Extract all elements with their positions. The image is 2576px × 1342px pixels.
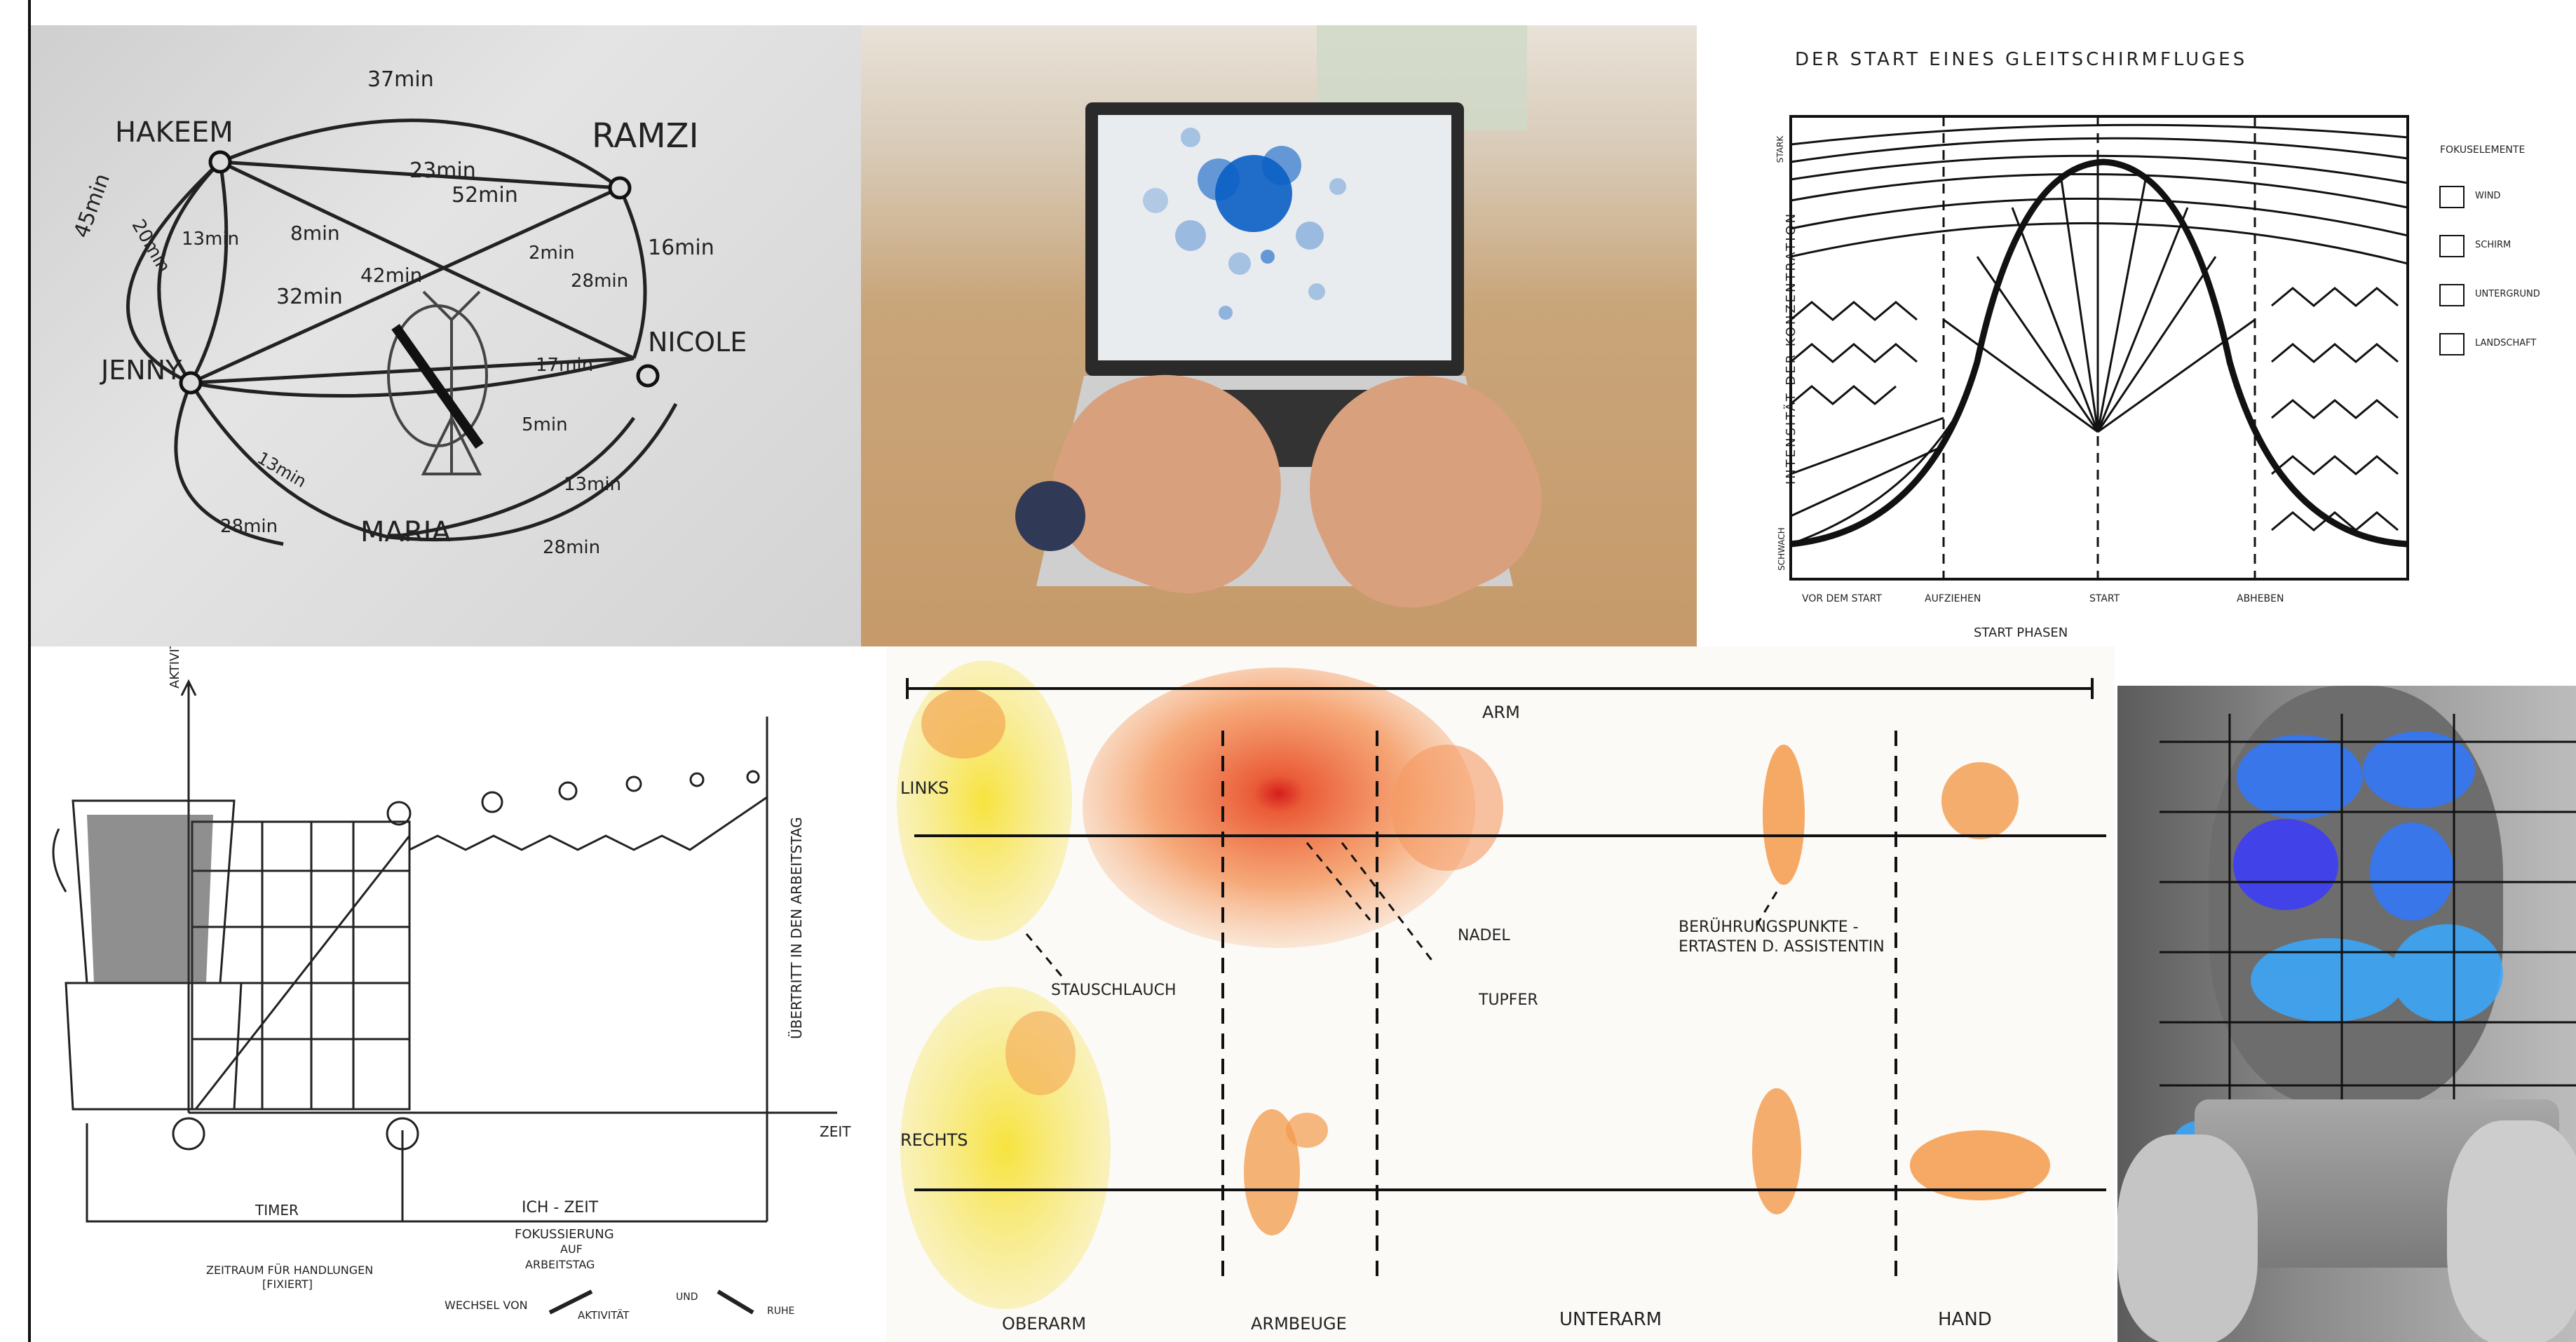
timer-label: TIMER [255, 1202, 299, 1219]
legend-title: FOKUSELEMENTE [2440, 144, 2526, 156]
legend-item: SCHIRM [2475, 240, 2511, 250]
section-label: OBERARM [1002, 1314, 1087, 1334]
top-border [0, 0, 2576, 28]
time-label: 13min [182, 229, 240, 250]
node-maria: MARIA [360, 516, 451, 548]
coffee-sketch-panel: AKTIVITÄT ZEIT ÜBERTRITT IN DEN ARBEITST… [31, 646, 886, 1342]
legend-item: LANDSCHAFT [2475, 338, 2537, 348]
time-label: 23min [409, 158, 476, 183]
wechsel-label: WECHSEL VON [445, 1299, 528, 1312]
section-label: UNTERARM [1559, 1309, 1662, 1330]
wechsel-label: AKTIVITÄT [578, 1309, 630, 1322]
ich-zeit-label: ICH - ZEIT [522, 1199, 599, 1216]
arm-watercolor-panel: ARM LINKS RECHTS STAUSCHLAUCH NADEL TUPF… [886, 646, 2115, 1342]
time-label: 2min [529, 243, 575, 264]
wechsel-label: UND [676, 1292, 698, 1303]
time-label: 32min [276, 285, 343, 309]
phase-label: AUFZIEHEN [1925, 593, 1981, 604]
fokus-label: AUF [560, 1242, 583, 1256]
watch [1015, 481, 1085, 551]
laptop-screen [1085, 102, 1464, 376]
node-ramzi: RAMZI [592, 116, 699, 156]
time-label: 5min [522, 414, 568, 435]
annotation: ERTASTEN D. ASSISTENTIN [1679, 938, 1885, 956]
time-label: 52min [452, 183, 518, 208]
arm-title: ARM [1482, 703, 1520, 722]
network-sketch [126, 118, 678, 546]
annotation: TUPFER [1479, 991, 1538, 1009]
time-label: 42min [360, 264, 423, 287]
time-label: 28min [220, 516, 278, 537]
hand-right [2447, 1120, 2576, 1342]
left-border [0, 0, 31, 1342]
phase-label: ABHEBEN [2237, 593, 2284, 604]
zeitraum-label: [FIXIERT] [262, 1277, 313, 1291]
node-jenny: JENNY [101, 355, 182, 386]
time-label: 28min [543, 537, 601, 558]
node-nicole: NICOLE [648, 327, 747, 358]
phase-label: VOR DEM START [1802, 593, 1882, 604]
paragliding-chart-panel: DER START EINES GLEITSCHIRMFLUGES INTENS… [1697, 25, 2576, 646]
phase-label: START [2089, 593, 2120, 604]
hand-left [2117, 1134, 2258, 1342]
chart-title: DER START EINES GLEITSCHIRMFLUGES [1795, 49, 2248, 70]
row-label: RECHTS [900, 1130, 968, 1150]
annotation: NADEL [1458, 927, 1510, 944]
x-axis-label: START PHASEN [1974, 625, 2068, 640]
face-heatmap [2160, 714, 2576, 1163]
time-label: 8min [290, 222, 340, 245]
zeitraum-label: ZEITRAUM FÜR HANDLUNGEN [206, 1263, 374, 1277]
network-sketch-panel: HAKEEM RAMZI JENNY NICOLE MARIA 37min 45… [31, 25, 861, 646]
section-label: HAND [1938, 1309, 1992, 1330]
annotation: STAUSCHLAUCH [1051, 982, 1177, 999]
annotation: BERÜHRUNGSPUNKTE - [1679, 919, 1859, 936]
laptop-photo-panel [861, 25, 1697, 646]
coffee-drawing [52, 679, 837, 1315]
wechsel-label: RUHE [767, 1306, 795, 1317]
time-label: 28min [571, 271, 629, 292]
row-label: LINKS [900, 778, 949, 798]
time-label: 16min [648, 236, 714, 260]
x-axis-label: ZEIT [820, 1123, 851, 1140]
legend-item: WIND [2475, 191, 2501, 201]
section-label: ARMBEUGE [1251, 1314, 1347, 1334]
time-label: 13min [564, 474, 622, 495]
fokus-label: ARBEITSTAG [525, 1258, 595, 1271]
fokus-label: FOKUSSIERUNG [515, 1227, 614, 1242]
gaze-heatmap [1143, 128, 1346, 320]
legend-item: UNTERGRUND [2475, 289, 2540, 299]
y-axis-label: AKTIVITÄT [168, 646, 182, 689]
arm-drawing [897, 660, 2106, 1309]
transition-label: ÜBERTRITT IN DEN ARBEITSTAG [788, 817, 805, 1039]
face-gaze-photo-panel [2117, 686, 2576, 1342]
time-label: 37min [367, 67, 434, 92]
paragliding-drawing [1789, 115, 2465, 581]
node-hakeem: HAKEEM [115, 116, 233, 149]
time-label: 17min [536, 355, 594, 376]
